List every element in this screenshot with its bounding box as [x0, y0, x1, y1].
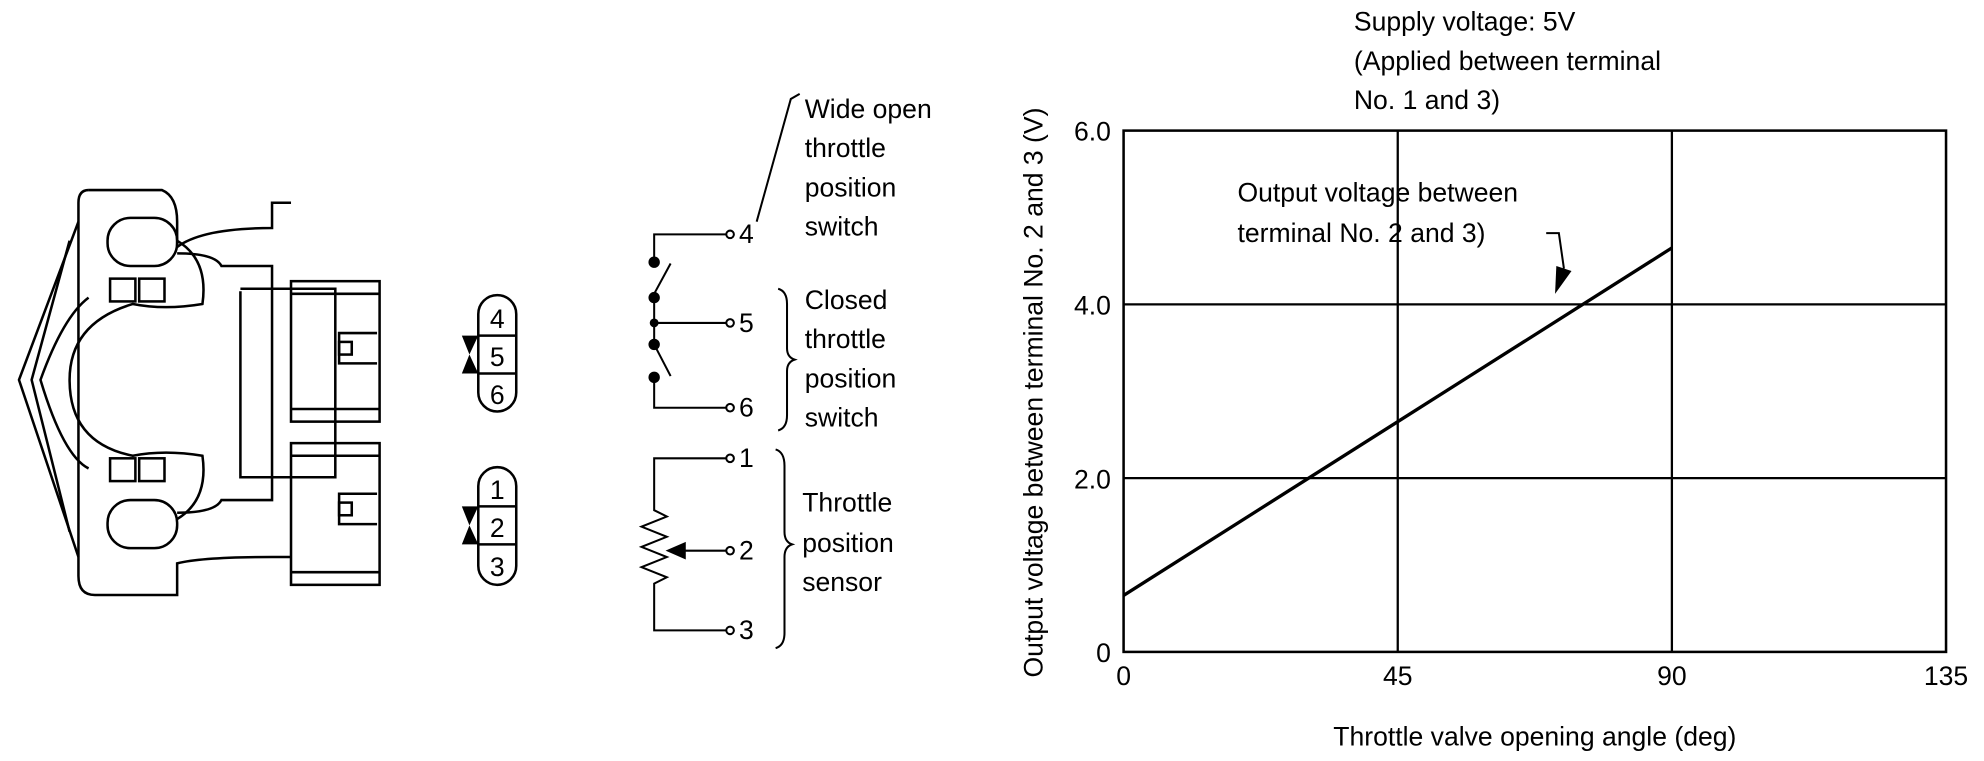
wide-open-label: switch	[805, 212, 879, 242]
supply-annotation: (Applied between terminal	[1354, 46, 1661, 76]
line-annotation: terminal No. 2 and 3)	[1237, 218, 1485, 248]
x-tick-label: 90	[1657, 661, 1687, 691]
x-tick-label: 45	[1383, 661, 1413, 691]
pin-label: 6	[490, 380, 505, 410]
throttle-sensor-body-drawing	[17, 188, 337, 597]
x-tick-label: 135	[1924, 661, 1968, 691]
pin-label: 1	[490, 475, 505, 505]
pin-diagram-upper: 4 5 6	[461, 293, 518, 413]
supply-annotation: Supply voltage: 5V	[1354, 7, 1576, 37]
closed-switch-label: position	[805, 363, 897, 393]
switch-schematic: 4 5 6	[648, 219, 754, 423]
brace	[777, 287, 798, 432]
pin-label: 3	[490, 552, 505, 582]
series	[1122, 246, 1673, 597]
pin-diagram-lower: 1 2 3	[461, 465, 518, 587]
wide-open-label: position	[805, 172, 897, 202]
schematic-labels: Wide open throttle position switch Close…	[755, 93, 932, 650]
x-axis-label: Throttle valve opening angle (deg)	[1333, 722, 1736, 752]
sensor-label: Throttle	[802, 487, 892, 517]
terminal-label: 5	[739, 308, 754, 338]
closed-switch-label: switch	[805, 403, 879, 433]
pin-label: 2	[490, 513, 505, 543]
terminal-label: 2	[739, 536, 754, 566]
tick-labels: 0 45 90 135 0 2.0 4.0 6.0	[1074, 117, 1968, 691]
connector-upper	[289, 279, 381, 423]
brace	[775, 448, 796, 650]
terminal-label: 6	[739, 393, 754, 423]
connector-lower	[289, 441, 381, 587]
closed-switch-label: throttle	[805, 324, 886, 354]
wide-open-label: Wide open	[805, 94, 932, 124]
y-tick-label: 6.0	[1074, 117, 1111, 147]
y-tick-label: 2.0	[1074, 464, 1111, 494]
annotation-leader	[1546, 232, 1565, 269]
line-annotation: Output voltage between	[1237, 177, 1518, 207]
wiper-arrow-icon	[665, 541, 686, 560]
key-marker-icon	[461, 506, 479, 545]
sensor-label: position	[802, 528, 894, 558]
y-tick-label: 4.0	[1074, 290, 1111, 320]
closed-switch-label: Closed	[805, 285, 888, 315]
key-marker-icon	[461, 335, 479, 374]
annotation-arrow-icon	[1555, 265, 1572, 294]
plot-frame	[1122, 129, 1948, 654]
pin-label: 4	[490, 304, 505, 334]
wide-open-label: throttle	[805, 133, 886, 163]
sensor-schematic: 1 2 3	[638, 443, 754, 645]
terminal-label: 1	[739, 443, 754, 473]
y-axis-label: Output voltage between terminal No. 2 an…	[1019, 108, 1049, 678]
x-tick-label: 0	[1116, 661, 1131, 691]
supply-annotation: No. 1 and 3)	[1354, 85, 1500, 115]
terminal-label: 4	[739, 219, 754, 249]
pin-label: 5	[490, 342, 505, 372]
y-tick-label: 0	[1096, 638, 1111, 668]
terminal-label: 3	[739, 615, 754, 645]
grid	[1122, 129, 1948, 654]
output-voltage-chart: 0 45 90 135 0 2.0 4.0 6.0 Supply voltage: 5V (A…	[1019, 7, 1969, 752]
sensor-label: sensor	[802, 567, 882, 597]
output-voltage-line	[1122, 246, 1673, 597]
